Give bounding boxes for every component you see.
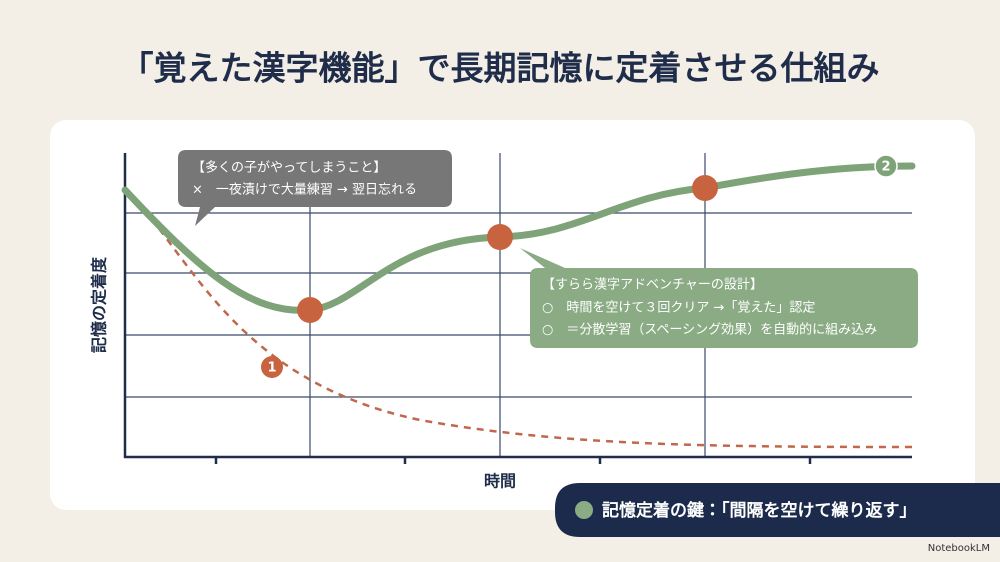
callout-title: 【すらら漢字アドベンチャーの設計】 [542,277,763,293]
review-point [692,175,718,201]
callout-title: 【多くの子がやってしまうこと】 [192,161,386,176]
axes [123,153,912,464]
callout-bubble [178,150,452,226]
brand: NotebookLM [928,543,990,554]
callout-line: × 一夜漬けで大量練習 → 翌日忘れる [192,182,417,198]
curve-badge [261,356,283,378]
x-axis-label: 時間 [484,472,516,491]
curve-badge [874,154,898,178]
callout-bubble [520,248,918,348]
callout-line: ○ ＝分散学習（スペーシング効果）を自動的に組み込み [542,322,877,338]
review-point [297,297,323,323]
curve-label: 1 [267,361,276,376]
key-message: 記憶定着の鍵：「間隔を空けて繰り返す」 [602,500,917,521]
curve-label: 2 [881,160,890,175]
y-axis-label: 記憶の定着度 [90,256,109,353]
title: 「覚えた漢字機能」で長期記憶に定着させる仕組み [121,49,880,88]
forgetting-curve [124,189,913,449]
callout-line: ○ 時間を空けて３回クリア →「覚えた」認定 [542,301,815,316]
banner-dot [575,501,593,519]
key-banner [555,483,1000,537]
review-point [487,224,513,250]
card [50,120,975,510]
